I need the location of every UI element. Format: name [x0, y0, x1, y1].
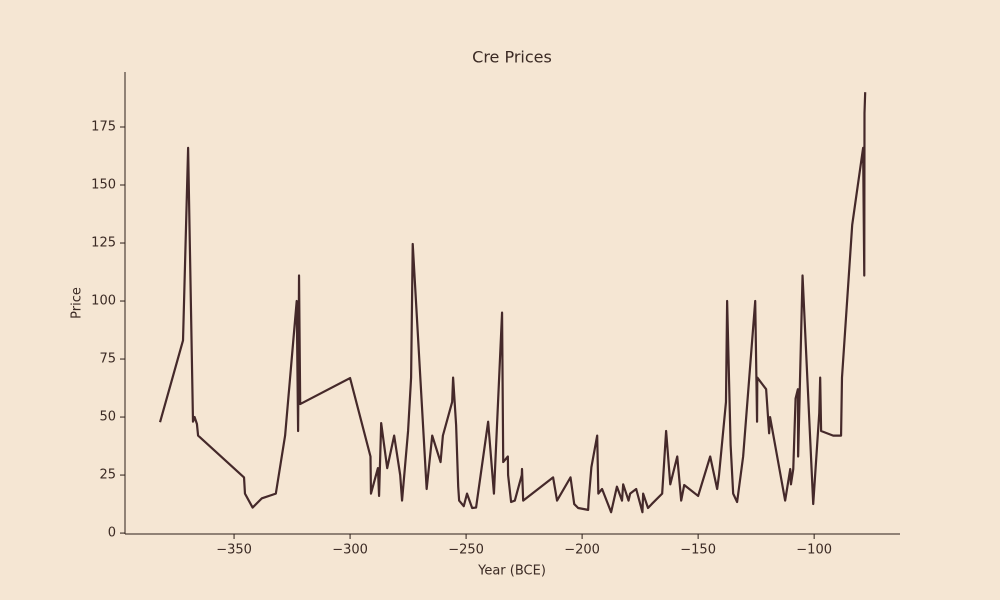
x-axis-label: Year (BCE): [477, 564, 546, 579]
chart-title: Cre Prices: [472, 48, 552, 67]
y-tick-label: 25: [99, 468, 116, 483]
y-tick-label: 125: [91, 236, 116, 251]
y-tick-label: 100: [91, 294, 116, 309]
x-tick-label: −250: [448, 543, 484, 558]
y-tick-label: 0: [108, 526, 116, 541]
x-tick-label: −300: [332, 543, 368, 558]
y-tick-label: 75: [99, 352, 116, 367]
x-tick-label: −150: [680, 543, 716, 558]
price-line: [158, 92, 867, 514]
x-tick-label: −350: [216, 543, 252, 558]
y-tick-label: 150: [91, 178, 116, 193]
x-tick-label: −100: [796, 543, 832, 558]
x-tick-label: −200: [564, 543, 600, 558]
y-tick-label: 175: [91, 119, 116, 134]
y-tick-label: 50: [99, 410, 116, 425]
y-axis-label: Price: [70, 287, 85, 319]
